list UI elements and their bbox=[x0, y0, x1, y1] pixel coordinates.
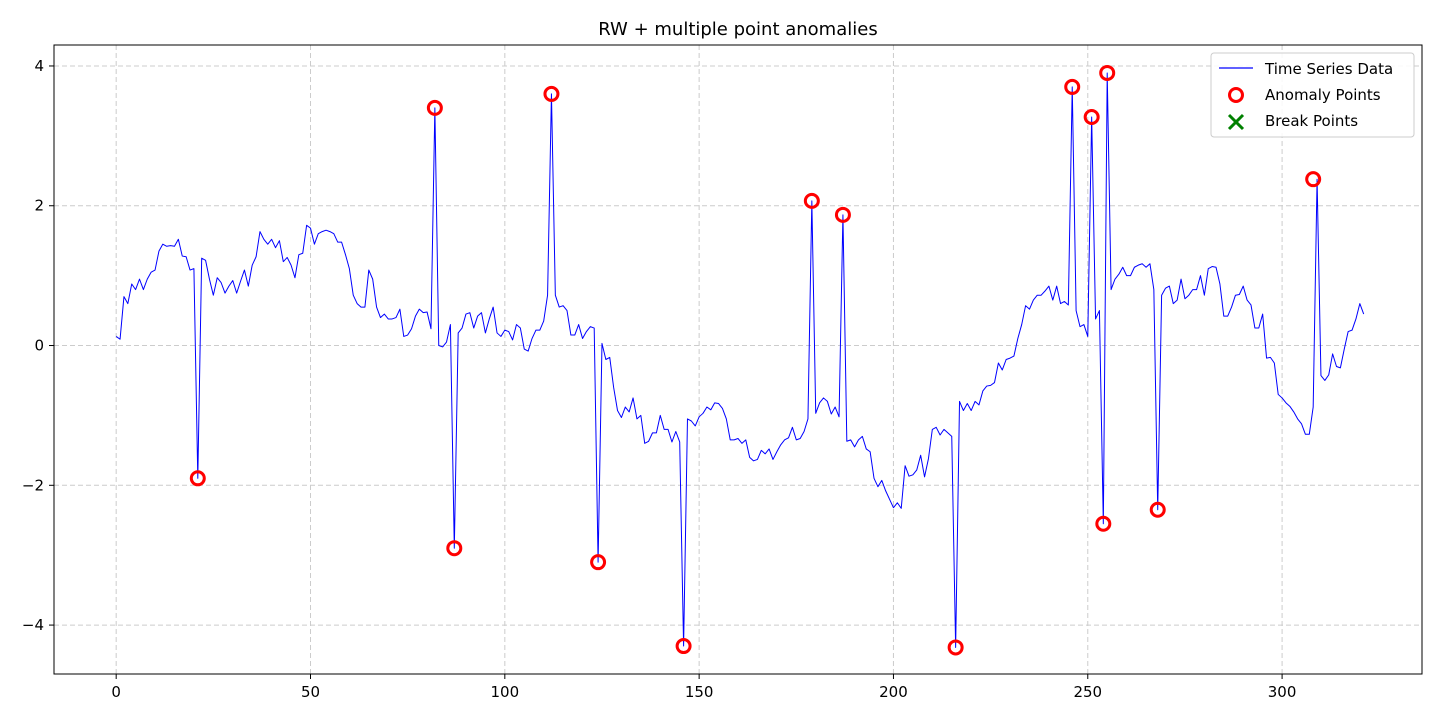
x-tick-label: 0 bbox=[111, 683, 121, 701]
anomaly-point bbox=[590, 554, 607, 571]
anomaly-point bbox=[834, 206, 851, 223]
anomaly-point bbox=[543, 85, 560, 102]
y-tick-label: −2 bbox=[22, 476, 44, 494]
x-tick-label: 50 bbox=[301, 683, 320, 701]
anomaly-point bbox=[1149, 501, 1166, 518]
x-axis-ticks: 0 50 100 150 200 250 300 bbox=[111, 674, 1296, 701]
x-tick-label: 300 bbox=[1268, 683, 1297, 701]
grid bbox=[54, 45, 1422, 674]
legend-label-anomaly-points: Anomaly Points bbox=[1265, 86, 1381, 104]
anomaly-point bbox=[1305, 171, 1322, 188]
anomaly-point bbox=[426, 99, 443, 116]
plot-frame bbox=[53, 44, 1423, 675]
legend-box bbox=[1210, 52, 1415, 138]
anomaly-point bbox=[1099, 64, 1116, 81]
legend-label-break-points: Break Points bbox=[1265, 112, 1358, 130]
legend: Time Series Data Anomaly Points Break Po… bbox=[1210, 52, 1415, 138]
anomaly-point bbox=[189, 470, 206, 487]
time-series-line bbox=[115, 72, 1365, 648]
anomaly-point bbox=[803, 192, 820, 209]
y-axis-ticks: −4 −2 0 2 4 bbox=[22, 57, 54, 634]
x-tick-label: 250 bbox=[1073, 683, 1102, 701]
y-tick-label: 4 bbox=[34, 57, 44, 75]
y-tick-label: 2 bbox=[34, 197, 44, 215]
chart-title: RW + multiple point anomalies bbox=[598, 19, 877, 40]
anomaly-point bbox=[1064, 78, 1081, 95]
y-tick-label: −4 bbox=[22, 616, 44, 634]
legend-label-time-series: Time Series Data bbox=[1264, 60, 1393, 78]
x-tick-label: 200 bbox=[879, 683, 908, 701]
anomaly-point bbox=[1095, 515, 1112, 532]
x-tick-label: 100 bbox=[490, 683, 519, 701]
x-tick-label: 150 bbox=[685, 683, 714, 701]
anomaly-point bbox=[947, 639, 964, 656]
legend-circle-marker bbox=[1228, 87, 1244, 103]
y-tick-label: 0 bbox=[34, 337, 44, 355]
anomaly-point bbox=[675, 638, 692, 655]
plot-series bbox=[115, 64, 1365, 656]
anomaly-point bbox=[1083, 108, 1100, 125]
anomaly-point bbox=[446, 540, 463, 557]
legend-x-marker bbox=[1227, 113, 1245, 131]
